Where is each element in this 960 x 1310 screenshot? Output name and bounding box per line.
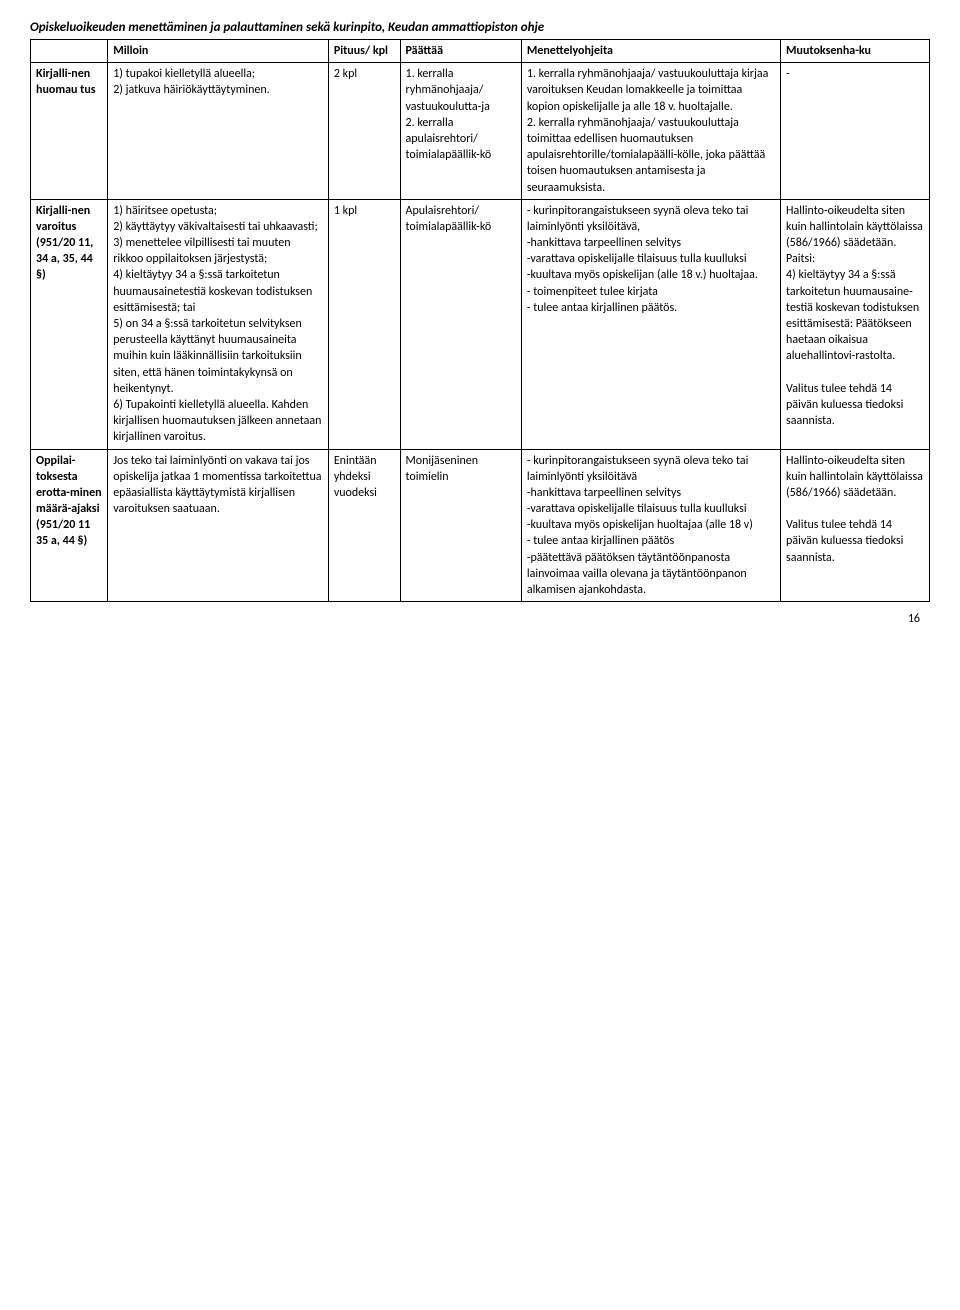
cell-menettely: - kurinpitorangaistukseen syynä oleva te… (521, 449, 780, 602)
cell-paattaa: Monijäseninen toimielin (400, 449, 521, 602)
cell-muutoksenhaku: Hallinto-oikeudelta siten kuin hallintol… (781, 449, 930, 602)
cell-milloin: 1) häiritsee opetusta;2) käyttäytyy väki… (108, 199, 329, 449)
cell-paattaa: Apulaisrehtori/ toimialapäällik-kö (400, 199, 521, 449)
cell-menettely: 1. kerralla ryhmänohjaaja/ vastuukoulutt… (521, 63, 780, 200)
cell-pituus: 2 kpl (328, 63, 400, 200)
table-row: Kirjalli-nen huomau tus 1) tupakoi kiell… (31, 63, 930, 200)
row-label: Kirjalli-nen varoitus (951/20 11, 34 a, … (31, 199, 108, 449)
table-header-row: Milloin Pituus/ kpl Päättää Menettelyohj… (31, 40, 930, 63)
row-label: Oppilai-toksesta erotta-minen määrä-ajak… (31, 449, 108, 602)
header-pituus: Pituus/ kpl (328, 40, 400, 63)
header-blank (31, 40, 108, 63)
header-menettely: Menettelyohjeita (521, 40, 780, 63)
table-row: Kirjalli-nen varoitus (951/20 11, 34 a, … (31, 199, 930, 449)
cell-pituus: Enintään yhdeksi vuodeksi (328, 449, 400, 602)
cell-milloin: Jos teko tai laiminlyönti on vakava tai … (108, 449, 329, 602)
header-milloin: Milloin (108, 40, 329, 63)
header-muutoksenhaku: Muutoksenha-ku (781, 40, 930, 63)
cell-menettely: - kurinpitorangaistukseen syynä oleva te… (521, 199, 780, 449)
cell-paattaa: 1. kerralla ryhmänohjaaja/ vastuukoulutt… (400, 63, 521, 200)
header-paattaa: Päättää (400, 40, 521, 63)
cell-pituus: 1 kpl (328, 199, 400, 449)
page-number: 16 (30, 612, 930, 626)
cell-muutoksenhaku: - (781, 63, 930, 200)
cell-milloin: 1) tupakoi kielletyllä alueella;2) jatku… (108, 63, 329, 200)
page-title: Opiskeluoikeuden menettäminen ja palautt… (30, 20, 930, 35)
table-row: Oppilai-toksesta erotta-minen määrä-ajak… (31, 449, 930, 602)
cell-muutoksenhaku: Hallinto-oikeudelta siten kuin hallintol… (781, 199, 930, 449)
guidance-table: Milloin Pituus/ kpl Päättää Menettelyohj… (30, 39, 930, 602)
row-label: Kirjalli-nen huomau tus (31, 63, 108, 200)
